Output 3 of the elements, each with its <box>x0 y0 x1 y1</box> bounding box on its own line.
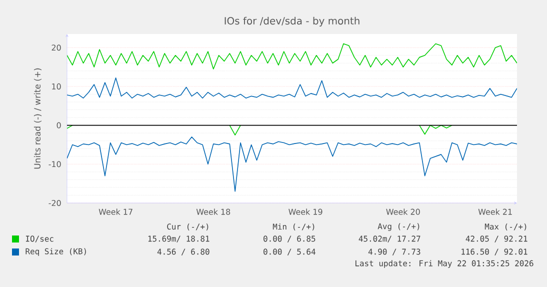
y-axis-title: Units read (-) / write (+) <box>34 68 42 169</box>
chart-title: IOs for /dev/sda - by month <box>224 16 360 27</box>
line-series <box>67 43 517 70</box>
